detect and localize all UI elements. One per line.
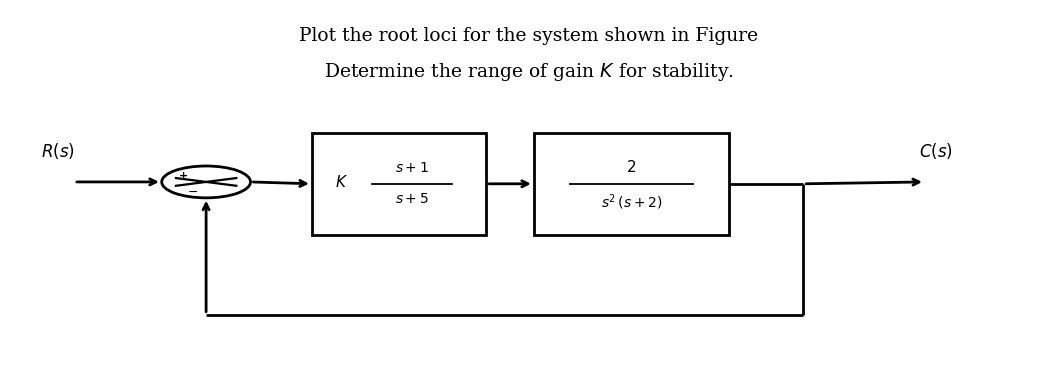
FancyBboxPatch shape — [312, 133, 486, 235]
FancyBboxPatch shape — [534, 133, 729, 235]
Text: $s + 1$: $s + 1$ — [395, 161, 429, 175]
Text: $s + 5$: $s + 5$ — [395, 192, 429, 206]
Text: $C(s)$: $C(s)$ — [919, 141, 952, 161]
Text: Plot the root loci for the system shown in Figure: Plot the root loci for the system shown … — [299, 27, 758, 44]
Text: $2$: $2$ — [627, 160, 636, 175]
Text: $K$: $K$ — [335, 174, 348, 190]
Text: +: + — [180, 171, 188, 181]
Text: $s^2\,(s + 2)$: $s^2\,(s + 2)$ — [600, 192, 663, 212]
Text: −: − — [187, 186, 198, 199]
Text: Determine the range of gain $\it{K}$ for stability.: Determine the range of gain $\it{K}$ for… — [323, 61, 734, 83]
Text: $R(s)$: $R(s)$ — [41, 141, 75, 161]
